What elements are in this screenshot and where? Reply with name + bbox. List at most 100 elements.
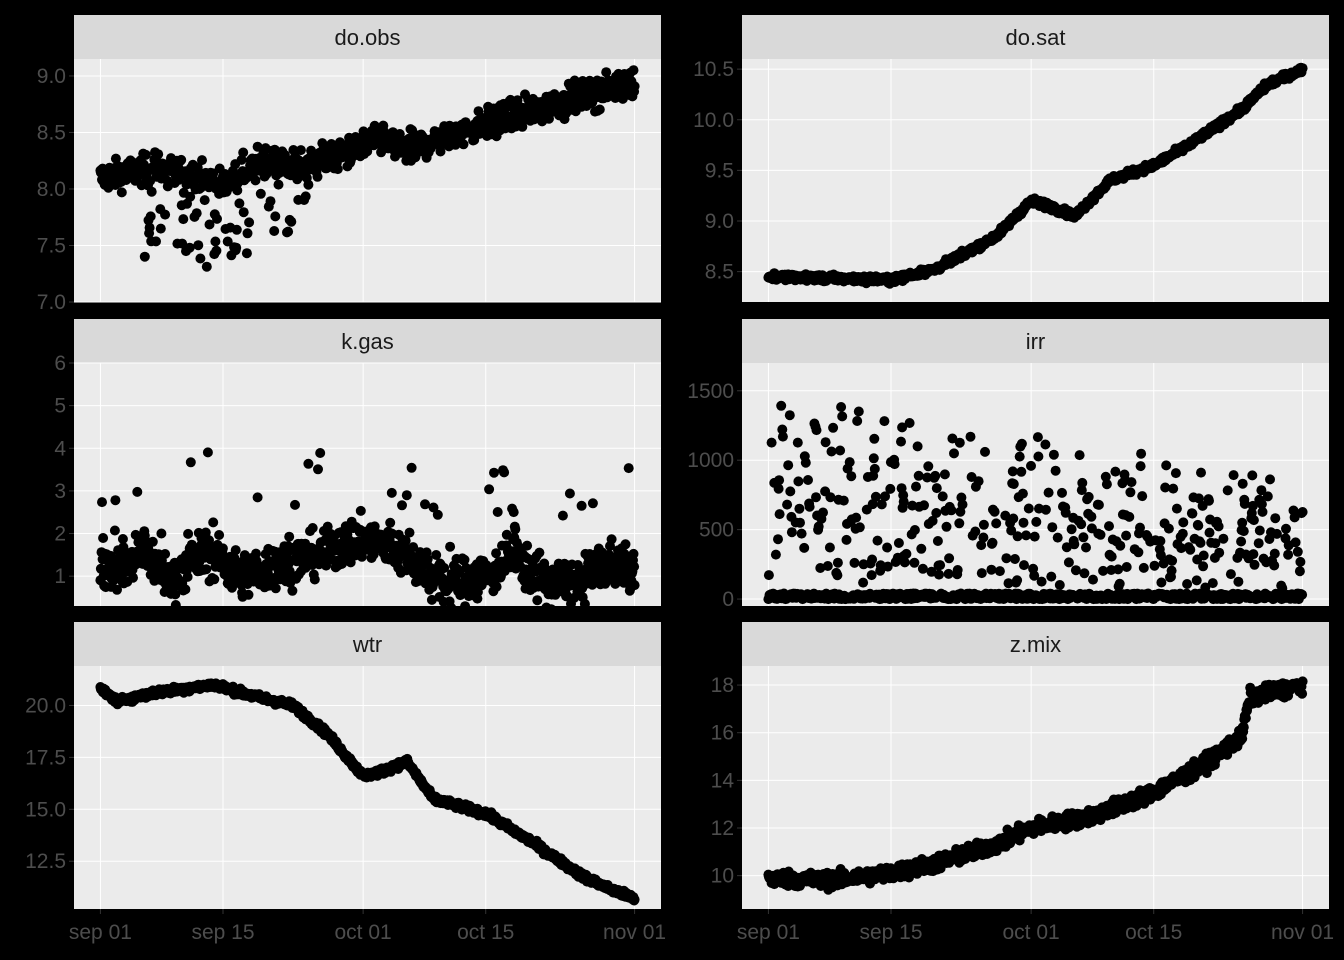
data-point xyxy=(211,245,222,256)
data-point xyxy=(1101,479,1112,490)
data-point xyxy=(170,589,181,600)
y-tick-label-do-sat: 9.0 xyxy=(705,210,734,233)
data-point xyxy=(1297,63,1308,74)
data-point xyxy=(1177,528,1188,539)
data-point xyxy=(1193,493,1204,504)
data-point xyxy=(1247,500,1258,511)
data-point xyxy=(774,475,785,486)
data-point xyxy=(1228,470,1239,481)
data-point xyxy=(1121,562,1132,572)
data-point xyxy=(620,539,631,550)
data-point xyxy=(1052,532,1063,543)
data-point xyxy=(1115,540,1126,551)
data-point xyxy=(935,560,946,571)
strip-title-do-obs: do.obs xyxy=(334,25,400,50)
data-point xyxy=(587,498,598,509)
data-point xyxy=(1083,491,1094,502)
data-point xyxy=(255,188,266,199)
data-point xyxy=(1100,471,1111,482)
data-point xyxy=(532,595,543,606)
data-point xyxy=(243,589,254,600)
data-point xyxy=(1095,529,1106,540)
data-point xyxy=(1040,504,1051,515)
data-point xyxy=(270,211,281,222)
data-point xyxy=(140,149,151,160)
data-point xyxy=(913,470,924,481)
data-point xyxy=(208,517,219,528)
data-point xyxy=(976,540,987,551)
data-point xyxy=(1163,523,1174,534)
data-point xyxy=(217,543,228,554)
data-point xyxy=(1012,575,1023,586)
data-point xyxy=(1166,565,1177,576)
data-point xyxy=(973,476,984,487)
data-point xyxy=(116,187,127,198)
data-point xyxy=(1060,507,1071,518)
y-tick-label-k-gas: 2 xyxy=(54,523,66,546)
data-point xyxy=(369,521,380,532)
data-point xyxy=(954,437,965,448)
data-point xyxy=(426,594,437,605)
data-point xyxy=(183,528,194,539)
data-point xyxy=(882,561,893,572)
data-point xyxy=(234,198,245,209)
data-point xyxy=(1050,465,1061,476)
data-point xyxy=(210,236,221,247)
data-point xyxy=(1019,560,1029,571)
data-point xyxy=(946,505,957,516)
data-point xyxy=(1269,560,1280,571)
strip-k-gas xyxy=(74,319,661,363)
strip-title-k-gas: k.gas xyxy=(341,329,394,354)
data-point xyxy=(564,488,575,499)
data-point xyxy=(1081,542,1091,553)
data-point xyxy=(510,524,521,535)
data-point xyxy=(1023,503,1034,514)
data-point xyxy=(522,540,533,551)
data-point xyxy=(176,154,187,165)
data-point xyxy=(782,499,793,510)
data-point xyxy=(231,242,242,253)
data-point xyxy=(1161,460,1172,471)
data-point xyxy=(362,146,373,157)
data-point xyxy=(804,501,815,512)
data-point xyxy=(898,496,909,507)
data-point xyxy=(766,437,777,448)
data-point xyxy=(976,568,987,579)
data-point xyxy=(849,557,860,568)
data-point xyxy=(1249,559,1260,570)
data-point xyxy=(869,463,880,474)
data-point xyxy=(209,574,220,585)
data-point xyxy=(916,543,927,554)
data-point xyxy=(1000,510,1011,521)
data-point xyxy=(445,541,456,552)
data-point xyxy=(1114,578,1125,589)
data-point xyxy=(1016,438,1027,449)
data-point xyxy=(300,191,311,202)
data-point xyxy=(1295,556,1306,567)
data-point xyxy=(1078,532,1089,543)
data-point xyxy=(231,224,242,235)
data-point xyxy=(1138,562,1149,573)
data-point xyxy=(813,521,824,532)
data-point xyxy=(201,564,212,575)
data-point xyxy=(773,534,783,545)
data-point xyxy=(1256,499,1267,510)
data-point xyxy=(295,145,306,156)
data-point xyxy=(770,549,781,560)
data-point xyxy=(401,490,412,501)
data-point xyxy=(408,542,419,553)
data-point xyxy=(841,534,852,545)
data-point xyxy=(1149,560,1160,571)
y-tick-label-do-sat: 10.0 xyxy=(693,109,734,132)
y-tick-label-irr: 1000 xyxy=(687,449,734,472)
data-point xyxy=(1079,568,1090,579)
data-point xyxy=(244,217,255,228)
data-point xyxy=(1124,511,1135,522)
data-point xyxy=(273,179,284,190)
data-point xyxy=(629,580,640,591)
data-point xyxy=(195,253,206,264)
data-point xyxy=(265,196,276,207)
data-point xyxy=(785,486,796,497)
data-point xyxy=(284,531,295,542)
data-point xyxy=(1248,549,1259,560)
